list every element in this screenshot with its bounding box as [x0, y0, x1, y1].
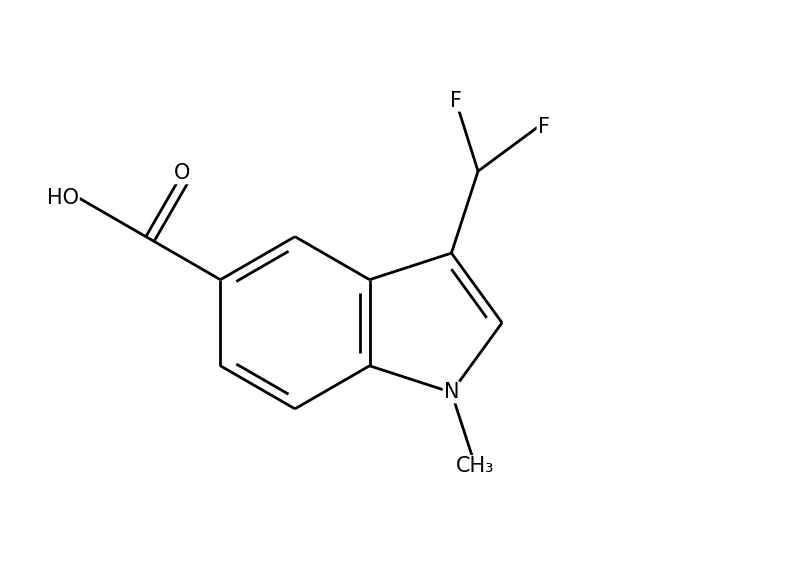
Text: HO: HO: [46, 188, 79, 208]
Text: CH₃: CH₃: [456, 456, 495, 476]
Text: F: F: [537, 117, 549, 137]
Text: N: N: [444, 382, 459, 402]
Text: O: O: [174, 163, 191, 183]
Text: F: F: [450, 90, 462, 111]
